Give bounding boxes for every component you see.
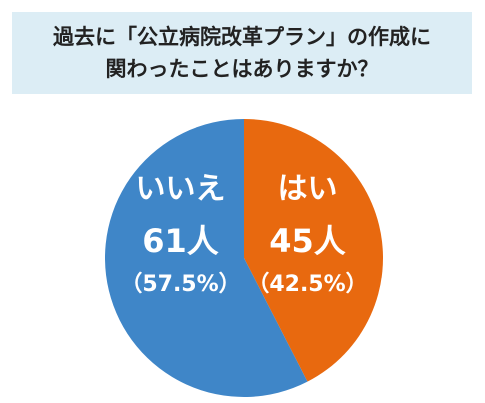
- value-label: 45人: [269, 222, 346, 260]
- slice-label: いいえ: [135, 172, 225, 207]
- chart-title: 関わったことはありますか？: [106, 57, 379, 81]
- pie-slice: [104, 119, 308, 397]
- chart-title: 過去に「公立病院改革プラン」の作成に: [53, 25, 431, 49]
- pie-slice: [244, 119, 383, 382]
- title-box: [12, 12, 472, 94]
- slice-label: はい: [278, 172, 338, 207]
- value-label: 61人: [142, 222, 219, 260]
- percent-label: （42.5%）: [247, 272, 367, 297]
- percent-label: （57.5%）: [120, 272, 240, 297]
